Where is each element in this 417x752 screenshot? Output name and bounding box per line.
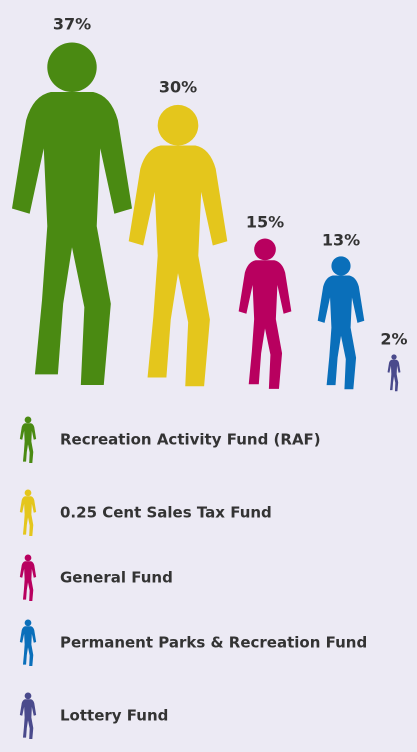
legend-icon xyxy=(19,489,37,537)
runner-head xyxy=(24,489,32,497)
runner-head xyxy=(24,619,32,627)
runner-head xyxy=(47,42,97,92)
value-label: 37% xyxy=(53,15,91,34)
runner-body xyxy=(19,699,37,740)
legend-label: Lottery Fund xyxy=(60,707,168,725)
runner-head xyxy=(391,354,397,360)
runner-head xyxy=(24,554,32,562)
legend-label: Permanent Parks & Recreation Fund xyxy=(60,634,367,652)
runner-body xyxy=(19,423,37,464)
value-label: 15% xyxy=(246,213,284,232)
legend-icon xyxy=(19,416,37,464)
runner-head xyxy=(24,416,32,424)
runner-head xyxy=(24,692,32,700)
value-label: 13% xyxy=(322,231,360,250)
legend-icon xyxy=(19,619,37,667)
runner xyxy=(387,354,401,392)
legend-label: Recreation Activity Fund (RAF) xyxy=(60,431,321,449)
legend-icon xyxy=(19,692,37,740)
legend-icon xyxy=(19,554,37,602)
runner xyxy=(317,256,365,390)
runner-body xyxy=(11,91,133,385)
runner-body xyxy=(19,626,37,667)
runner-body xyxy=(317,275,365,390)
legend-label: General Fund xyxy=(60,569,173,587)
runner-body xyxy=(238,260,292,389)
runner xyxy=(238,238,292,389)
runner-head xyxy=(331,256,351,276)
runner xyxy=(128,104,228,387)
runner xyxy=(11,42,133,385)
legend-label: 0.25 Cent Sales Tax Fund xyxy=(60,504,272,522)
runner-head xyxy=(157,104,199,146)
runner-head xyxy=(254,238,276,261)
runner-body xyxy=(387,359,401,392)
runner-body xyxy=(19,496,37,537)
runner-body xyxy=(19,561,37,602)
value-label: 30% xyxy=(159,78,197,97)
runner-body xyxy=(128,145,228,387)
value-label: 2% xyxy=(380,330,407,349)
